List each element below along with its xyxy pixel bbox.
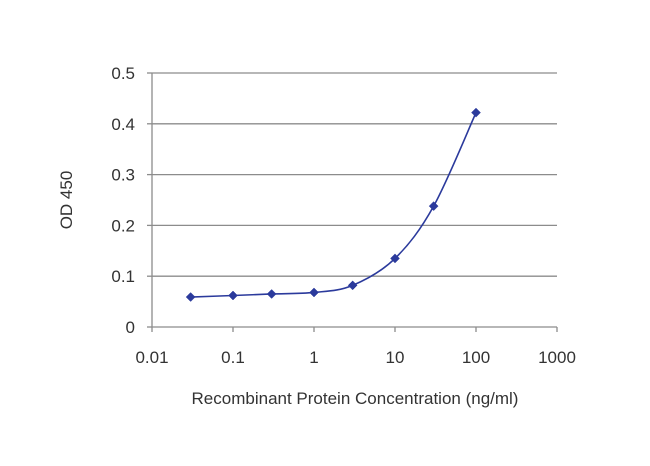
y-tick-label: 0.4 <box>111 115 135 134</box>
y-tick-label: 0.3 <box>111 166 135 185</box>
x-tick-label: 0.01 <box>135 348 168 367</box>
x-tick-labels: 0.01 0.1 1 10 100 1000 <box>135 348 575 367</box>
y-tick-label: 0 <box>126 318 135 337</box>
data-point <box>428 201 439 211</box>
x-tick-label: 100 <box>462 348 490 367</box>
x-axis-title: Recombinant Protein Concentration (ng/ml… <box>192 389 519 408</box>
x-tick-label: 1 <box>309 348 318 367</box>
axes <box>147 72 558 332</box>
y-tick-labels: 0 0.1 0.2 0.3 0.4 0.5 <box>111 64 135 337</box>
data-point <box>347 280 358 291</box>
series-markers <box>185 107 481 302</box>
data-point <box>228 290 238 301</box>
data-point <box>266 289 277 299</box>
data-point <box>309 287 319 298</box>
x-tick-label: 0.1 <box>221 348 245 367</box>
data-point <box>471 107 481 118</box>
y-axis-title: OD 450 <box>57 171 76 230</box>
gridlines <box>152 72 557 277</box>
y-tick-label: 0.2 <box>111 216 135 235</box>
x-tick-label: 10 <box>386 348 405 367</box>
data-point <box>390 253 400 264</box>
y-tick-label: 0.5 <box>111 64 135 83</box>
y-tick-label: 0.1 <box>111 267 135 286</box>
x-tick-label: 1000 <box>538 348 576 367</box>
data-point <box>185 292 196 302</box>
